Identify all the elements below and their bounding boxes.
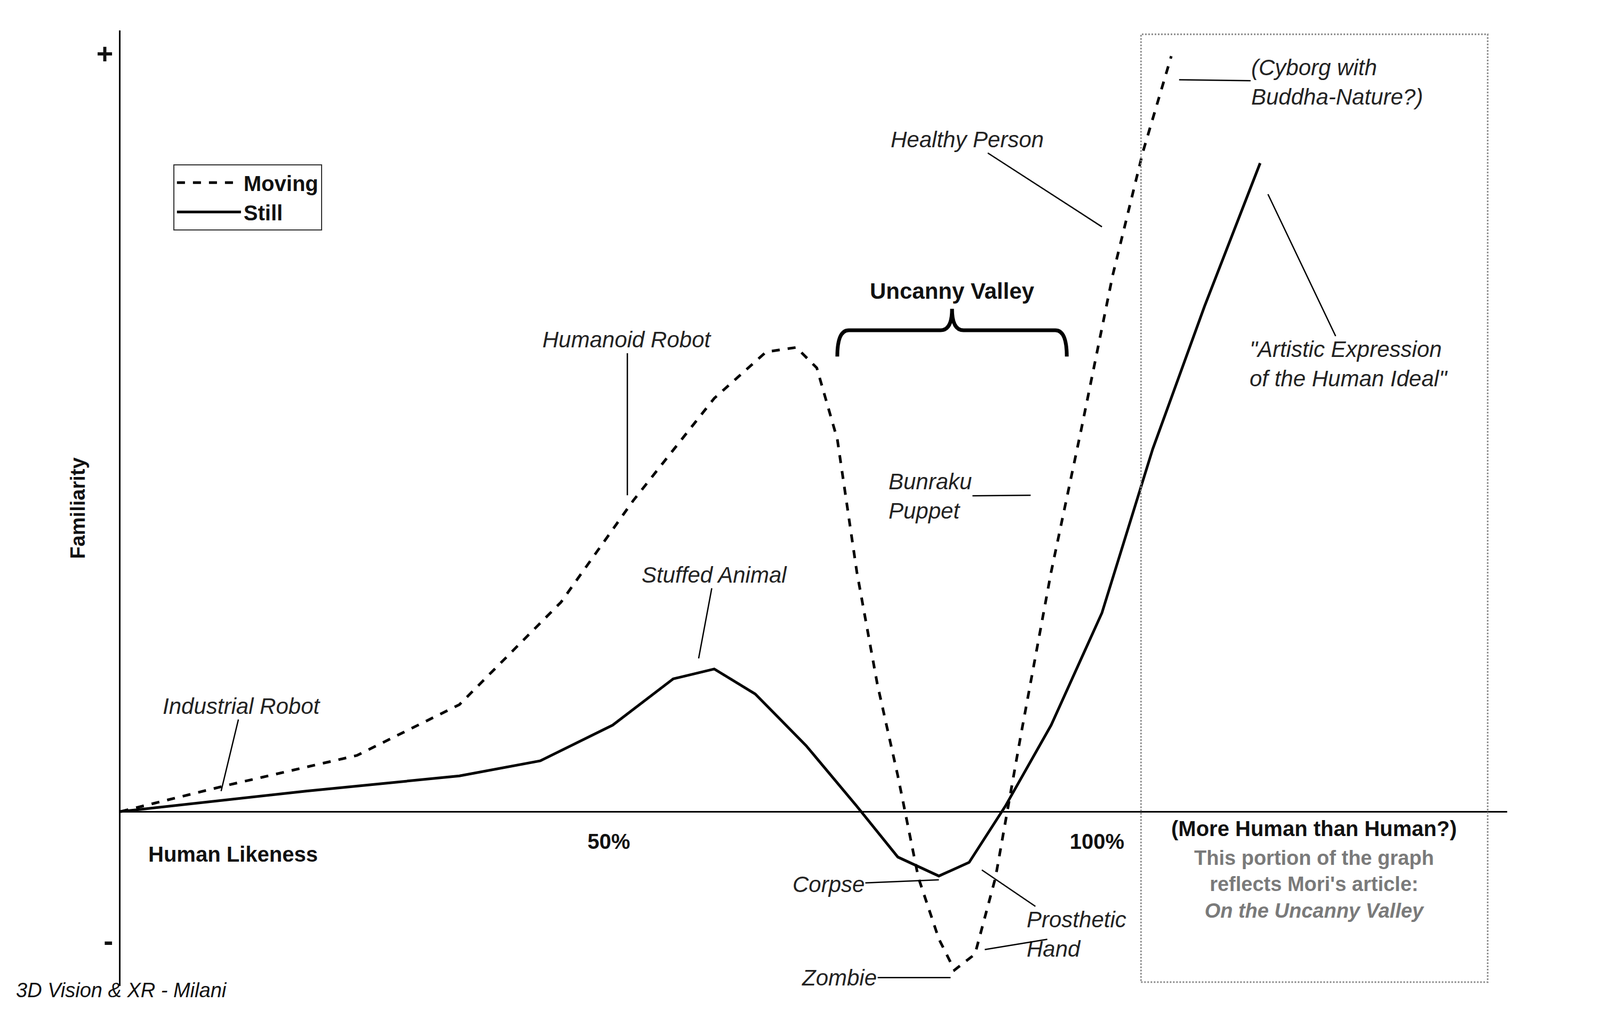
svg-text:ProstheticHand: ProstheticHand	[1026, 906, 1127, 962]
svg-text:+: +	[96, 37, 114, 70]
svg-text:50%: 50%	[587, 829, 630, 853]
svg-text:Stuffed Animal: Stuffed Animal	[641, 562, 788, 588]
svg-text:Human Likeness: Human Likeness	[148, 842, 318, 866]
svg-text:Familiarity: Familiarity	[66, 457, 90, 559]
svg-text:"Artistic Expressionof the Hum: "Artistic Expressionof the Human Ideal"	[1249, 336, 1448, 391]
svg-text:Zombie: Zombie	[801, 964, 877, 990]
svg-text:(More Human than Human?): (More Human than Human?)	[1171, 816, 1458, 840]
svg-text:Industrial Robot: Industrial Robot	[162, 693, 321, 719]
svg-text:Humanoid Robot: Humanoid Robot	[542, 326, 712, 352]
svg-text:Moving: Moving	[243, 171, 319, 196]
svg-text:Still: Still	[243, 201, 283, 225]
svg-text:Healthy Person: Healthy Person	[890, 126, 1044, 152]
svg-text:(Cyborg withBuddha-Nature?): (Cyborg withBuddha-Nature?)	[1251, 54, 1423, 110]
svg-text:Uncanny Valley: Uncanny Valley	[869, 278, 1035, 304]
svg-text:Corpse: Corpse	[792, 871, 865, 897]
svg-text:BunrakuPuppet: BunrakuPuppet	[888, 468, 972, 524]
svg-text:This portion of the graphrefle: This portion of the graphreflects Mori's…	[1194, 846, 1435, 922]
svg-text:100%: 100%	[1069, 829, 1125, 853]
svg-text:3D Vision & XR - Milani: 3D Vision & XR - Milani	[16, 978, 228, 1002]
svg-text:-: -	[103, 924, 114, 957]
